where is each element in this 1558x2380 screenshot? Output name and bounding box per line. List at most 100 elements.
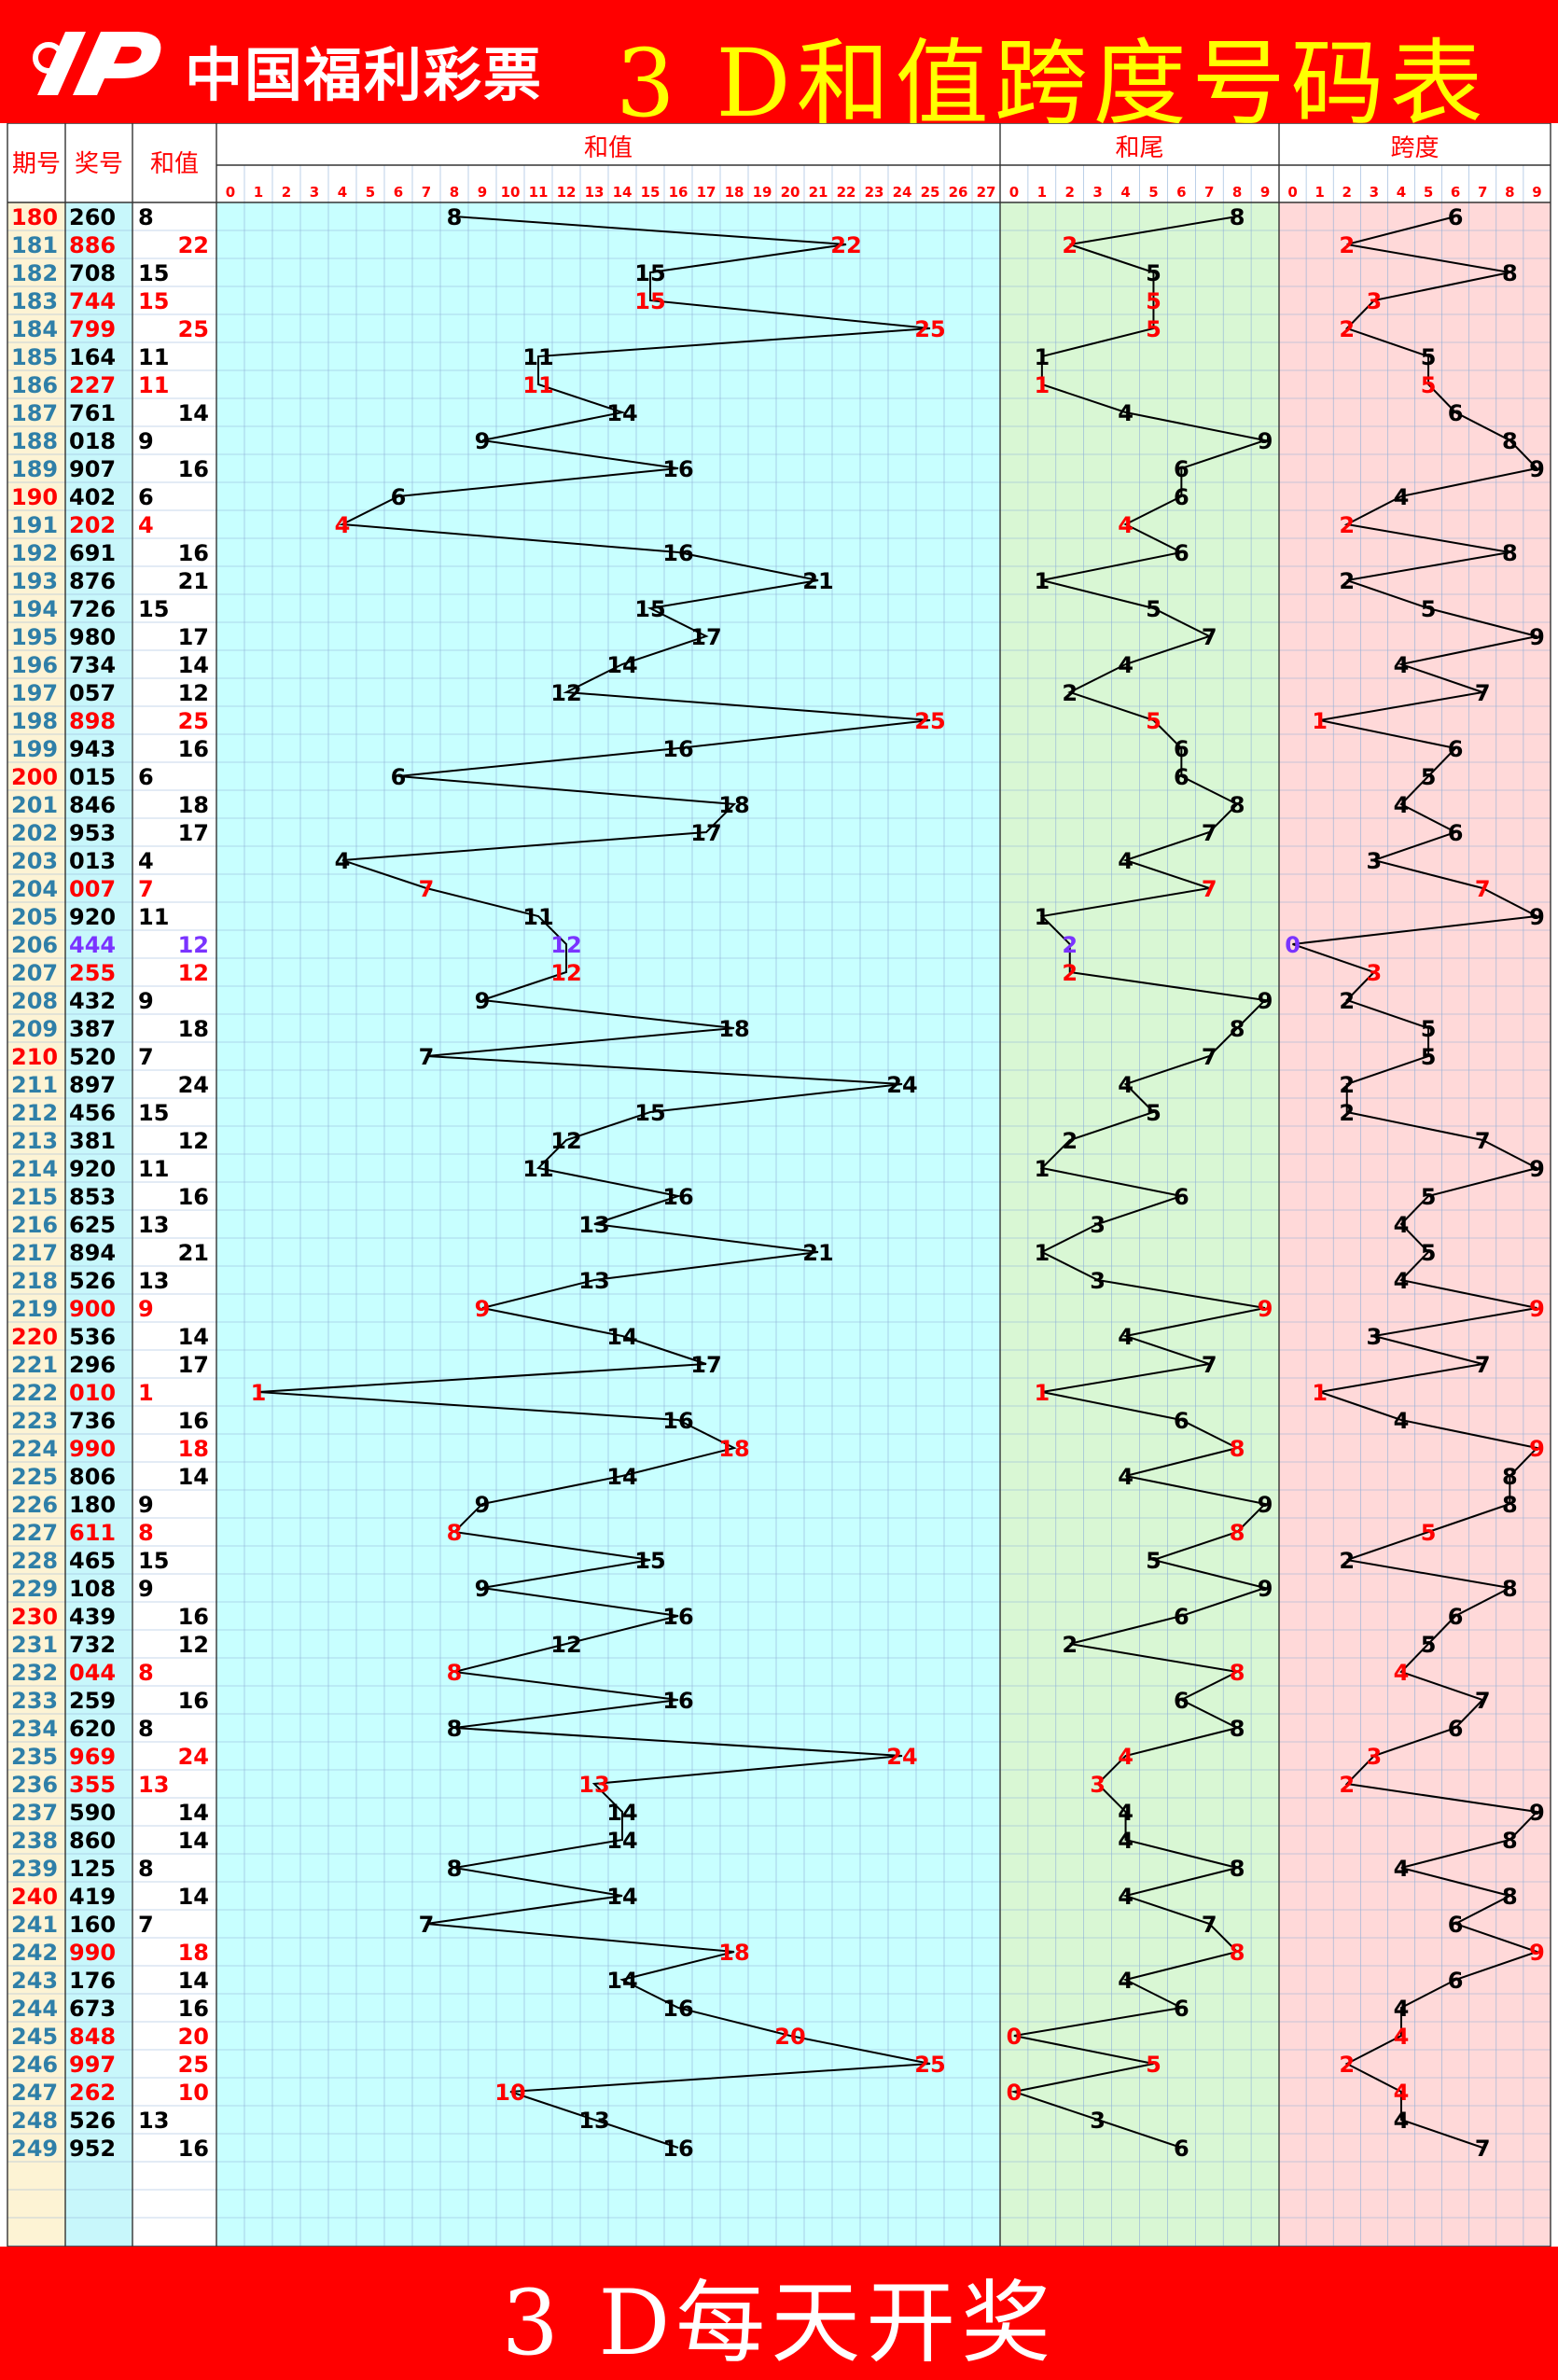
sum-cell: 14: [178, 1324, 209, 1350]
tail-mark: 1: [1034, 1240, 1050, 1266]
sum-mark: 1: [251, 1380, 267, 1406]
sum-cell: 17: [178, 1352, 209, 1378]
span-mark: 4: [1394, 1212, 1410, 1238]
tail-mark: 0: [1007, 2080, 1022, 2106]
sum-mark: 7: [419, 1912, 435, 1938]
tail-mark: 9: [1258, 1576, 1273, 1602]
period-cell: 196: [11, 652, 58, 678]
tail-mark: 5: [1146, 316, 1162, 342]
period-cell: 238: [11, 1828, 58, 1854]
sum-mark: 13: [578, 1212, 609, 1238]
sum-mark: 10: [494, 2080, 525, 2106]
span-tick-label: 3: [1370, 184, 1379, 201]
period-cell: 227: [11, 1520, 58, 1546]
draw-cell: 691: [69, 540, 116, 566]
span-mark: 4: [1394, 1408, 1410, 1434]
tail-mark: 5: [1146, 1100, 1162, 1126]
tail-mark: 4: [1118, 400, 1134, 426]
tail-mark: 1: [1034, 1156, 1050, 1182]
draw-cell: 013: [69, 848, 116, 874]
sum-cell: 12: [178, 680, 209, 706]
sum-mark: 15: [634, 596, 665, 622]
period-cell: 214: [11, 1156, 58, 1182]
tail-mark: 2: [1062, 680, 1078, 706]
sum-cell: 12: [178, 1632, 209, 1658]
sum-mark: 15: [634, 288, 665, 314]
span-mark: 0: [1285, 932, 1301, 958]
sum-cell: 13: [138, 1212, 169, 1238]
period-cell: 190: [11, 484, 58, 510]
sum-cell: 16: [178, 736, 209, 762]
sum-mark: 4: [335, 848, 351, 874]
span-mark: 5: [1421, 764, 1437, 790]
span-tick-label: 0: [1287, 184, 1297, 201]
sum-tick-label: 25: [921, 184, 940, 201]
sum-mark: 21: [802, 1240, 833, 1266]
draw-cell: 969: [69, 1744, 116, 1770]
sum-cell: 15: [138, 260, 169, 286]
period-cell: 246: [11, 2052, 58, 2078]
sum-mark: 12: [550, 932, 581, 958]
tail-mark: 6: [1174, 540, 1189, 566]
span-mark: 5: [1421, 372, 1437, 398]
sum-cell: 14: [178, 1464, 209, 1490]
period-cell: 218: [11, 1268, 58, 1294]
sum-cell: 17: [178, 820, 209, 846]
sum-mark: 16: [662, 2136, 693, 2162]
period-cell: 236: [11, 1772, 58, 1798]
draw-column-band: [65, 202, 132, 2247]
span-mark: 6: [1448, 400, 1464, 426]
draw-cell: 262: [69, 2080, 116, 2106]
sum-cell: 11: [138, 344, 169, 370]
sum-mark: 16: [662, 1184, 693, 1210]
span-mark: 2: [1339, 1072, 1355, 1098]
draw-cell: 044: [69, 1660, 116, 1686]
period-cell: 217: [11, 1240, 58, 1266]
tail-mark: 3: [1090, 1212, 1106, 1238]
logo-text: 中国福利彩票: [185, 41, 544, 109]
period-cell: 205: [11, 904, 58, 930]
tail-mark: 2: [1062, 932, 1078, 958]
draw-cell: 953: [69, 820, 116, 846]
period-cell: 185: [11, 344, 58, 370]
tail-mark: 1: [1034, 904, 1050, 930]
draw-cell: 853: [69, 1184, 116, 1210]
period-cell: 216: [11, 1212, 58, 1238]
sum-mark: 13: [578, 1772, 609, 1798]
span-mark: 4: [1394, 2024, 1410, 2050]
span-mark: 3: [1366, 1324, 1382, 1350]
span-mark: 5: [1421, 344, 1437, 370]
sum-tick-label: 27: [977, 184, 996, 201]
sum-mark: 12: [550, 680, 581, 706]
sum-mark: 14: [606, 652, 637, 678]
tail-mark: 7: [1202, 1912, 1217, 1938]
span-mark: 5: [1421, 1520, 1437, 1546]
period-cell: 191: [11, 512, 58, 538]
draw-cell: 620: [69, 1716, 116, 1742]
span-mark: 8: [1502, 1884, 1518, 1910]
sum-cell: 9: [138, 1296, 154, 1322]
sum-cell: 18: [178, 1016, 209, 1042]
period-cell: 230: [11, 1604, 58, 1630]
sum-mark: 14: [606, 1968, 637, 1994]
period-cell: 239: [11, 1856, 58, 1882]
sum-cell: 4: [138, 848, 154, 874]
draw-cell: 402: [69, 484, 116, 510]
tail-tick-label: 5: [1148, 184, 1158, 201]
period-cell: 228: [11, 1548, 58, 1574]
tail-mark: 8: [1230, 1856, 1245, 1882]
sum-cell: 14: [178, 1800, 209, 1826]
sum-cell: 14: [178, 1884, 209, 1910]
sum-mark: 18: [718, 1436, 749, 1462]
period-cell: 207: [11, 960, 58, 986]
draw-cell: 164: [69, 344, 116, 370]
span-mark: 6: [1448, 820, 1464, 846]
sum-mark: 6: [391, 484, 407, 510]
sum-cell: 9: [138, 1492, 154, 1518]
sum-cell: 25: [178, 2052, 209, 2078]
tail-mark: 6: [1174, 1688, 1189, 1714]
sum-mark: 11: [522, 904, 553, 930]
period-cell: 189: [11, 456, 58, 482]
header-period: 期号: [12, 150, 61, 178]
